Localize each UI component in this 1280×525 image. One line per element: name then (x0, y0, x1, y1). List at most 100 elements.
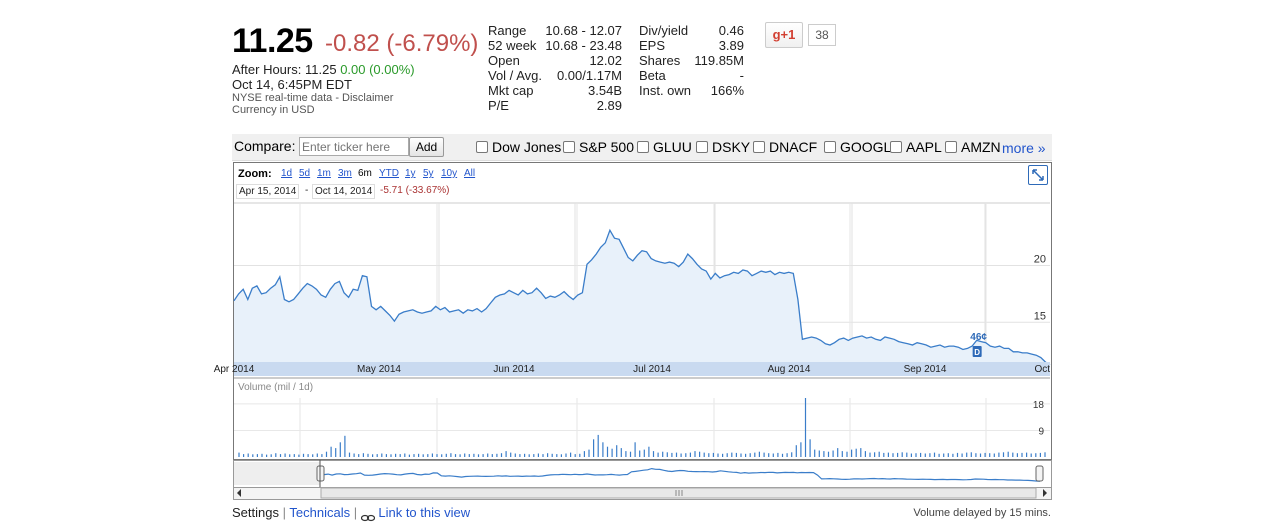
chain-link-icon (360, 510, 375, 521)
data-disclaimer[interactable]: NYSE real-time data - Disclaimer (232, 92, 394, 104)
zoom-1d[interactable]: 1d (281, 168, 293, 179)
end-date[interactable]: Oct 14, 2014 (312, 184, 376, 199)
compare-s-p-500[interactable]: S&P 500 (563, 139, 634, 155)
x-tick-label: Jul 2014 (633, 364, 671, 375)
scroll-right-arrow-icon (1043, 489, 1047, 497)
footer-links: Settings | Technicals | Link to this vie… (232, 505, 471, 521)
x-tick-label: Sep 2014 (904, 364, 947, 375)
x-tick-label: May 2014 (357, 364, 401, 375)
zoom-3m[interactable]: 3m (338, 168, 352, 179)
stat-label: P/E (488, 98, 509, 113)
zoom-label: Zoom: (238, 168, 272, 180)
volume-tick-label: 9 (1038, 426, 1044, 437)
stat-label: Beta (639, 68, 666, 83)
compare-ticker-label: S&P 500 (579, 139, 635, 155)
compare-ticker-label: AAPL (906, 139, 942, 155)
x-tick-label: Aug 2014 (768, 364, 811, 375)
navigator-shade-left (234, 462, 320, 485)
compare-aapl[interactable]: AAPL (890, 139, 942, 155)
stat-value: 166% (710, 83, 744, 98)
footer-separator: | (282, 505, 286, 520)
stat-value: 3.89 (718, 38, 744, 53)
y-tick-label: 20 (1034, 253, 1046, 265)
add-button[interactable]: Add (409, 137, 444, 157)
ticker-input[interactable] (299, 137, 409, 156)
compare-checkbox[interactable] (753, 141, 765, 153)
zoom-1y[interactable]: 1y (405, 168, 416, 179)
expand-icon (1032, 169, 1044, 181)
compare-ticker-label: AMZN (961, 139, 1001, 155)
volume-delay-note: Volume delayed by 15 mins. (913, 507, 1051, 519)
zoom-6m[interactable]: 6m (358, 168, 372, 179)
compare-checkbox[interactable] (890, 141, 902, 153)
after-hours: After Hours: 11.25 0.00 (0.00%) (232, 62, 415, 77)
date-separator: - (305, 185, 309, 196)
dividend-flag-letter: D (974, 348, 980, 357)
compare-googl[interactable]: GOOGL (824, 139, 891, 155)
stat-label: EPS (639, 38, 666, 53)
stat-label: Inst. own (639, 83, 692, 98)
x-axis-band (234, 362, 1050, 376)
gplus-button[interactable]: g+1 (765, 22, 803, 48)
scroll-left-arrow-icon (237, 489, 241, 497)
compare-bar: Compare: Add more » Dow Jones S&P 500 GLUU… (232, 134, 1052, 161)
after-hours-label: After Hours: (232, 62, 302, 77)
stats-left-table: Range 10.68 - 12.07 52 week 10.68 - 23.48 Op… (488, 23, 622, 115)
zoom-1m[interactable]: 1m (317, 168, 331, 179)
zoom-ytd[interactable]: YTD (379, 168, 399, 179)
compare-dnacf[interactable]: DNACF (753, 139, 817, 155)
volume-label: Volume (mil / 1d) (238, 382, 313, 393)
compare-checkbox[interactable] (476, 141, 488, 153)
stat-value: 119.85M (694, 53, 744, 68)
range-change: -5.71 (-33.67%) (380, 185, 450, 196)
stat-label: Range (488, 23, 527, 38)
start-date[interactable]: Apr 15, 2014 (236, 184, 300, 199)
compare-ticker-label: DNACF (769, 139, 818, 155)
stat-label: Mkt cap (488, 83, 534, 98)
x-tick-label: Apr 2014 (214, 364, 255, 375)
stat-label: Vol / Avg. (488, 68, 542, 83)
stat-value: 12.02 (589, 53, 622, 68)
stats-right-table: Div/yield 0.46 EPS 3.89 Shares 119.85M Beta - In… (639, 23, 744, 101)
compare-dsky[interactable]: DSKY (696, 139, 750, 155)
zoom-5d[interactable]: 5d (299, 168, 311, 179)
compare-checkbox[interactable] (637, 141, 649, 153)
after-hours-price: 11.25 (304, 62, 337, 77)
technicals-link[interactable]: Technicals (289, 505, 351, 520)
y-tick-label: 15 (1034, 310, 1046, 322)
price-line (233, 228, 1051, 366)
expand-chart-button[interactable] (1028, 165, 1048, 185)
compare-checkbox[interactable] (563, 141, 575, 153)
stat-label: 52 week (488, 38, 537, 53)
compare-checkbox[interactable] (824, 141, 836, 153)
footer-separator-2: | (353, 505, 358, 520)
compare-checkbox[interactable] (945, 141, 957, 153)
quote-timestamp: Oct 14, 6:45PM EDT (232, 77, 352, 92)
dividend-flag-icon (972, 346, 982, 357)
stat-value: 10.68 - 23.48 (545, 38, 622, 53)
settings-link[interactable]: Settings (232, 505, 279, 520)
compare-ticker-label: Dow Jones (492, 139, 562, 155)
compare-gluu[interactable]: GLUU (637, 139, 692, 155)
zoom-10y[interactable]: 10y (441, 168, 458, 179)
compare-dow-jones[interactable]: Dow Jones (476, 139, 561, 155)
x-tick-label: Jun 2014 (493, 364, 535, 375)
compare-ticker-label: DSKY (712, 139, 751, 155)
gplus-count: 38 (808, 24, 836, 46)
compare-checkbox[interactable] (696, 141, 708, 153)
stat-label: Div/yield (639, 23, 689, 38)
after-hours-change: 0.00 (0.00%) (340, 62, 415, 77)
navigator-handle-right (1035, 465, 1044, 482)
more-link[interactable]: more » (1002, 140, 1046, 156)
zoom-5y[interactable]: 5y (423, 168, 434, 179)
compare-amzn[interactable]: AMZN (945, 139, 1001, 155)
compare-ticker-label: GLUU (653, 139, 692, 155)
x-tick-label: Oct (1034, 364, 1050, 375)
link-to-view[interactable]: Link to this view (378, 505, 471, 520)
zoom-all[interactable]: All (464, 168, 476, 179)
dividend-label: 46¢ (970, 332, 987, 343)
compare-ticker-label: GOOGL (840, 139, 892, 155)
volume-tick-label: 18 (1033, 400, 1045, 411)
stat-value: - (739, 68, 744, 83)
